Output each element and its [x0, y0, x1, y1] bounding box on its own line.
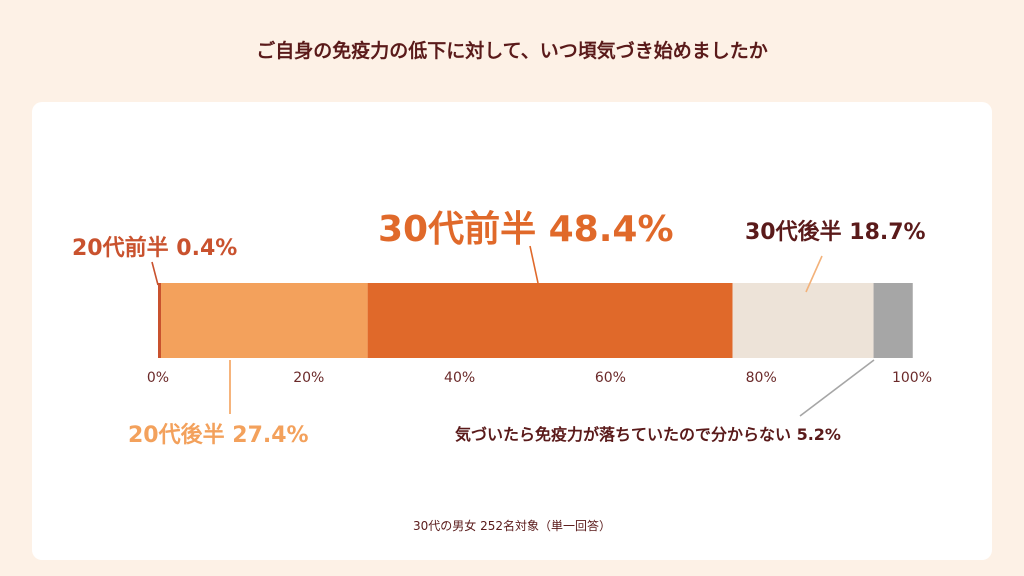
bar-segment-3 — [732, 283, 874, 358]
chart-title: ご自身の免疫力の低下に対して、いつ頃気づき始めましたか — [256, 40, 768, 62]
segment-label-3: 30代後半 18.7% — [745, 219, 926, 245]
leader-line-3 — [805, 255, 823, 293]
segment-label-0: 20代前半 0.4% — [72, 235, 237, 261]
tick-label: 80% — [746, 370, 777, 386]
segment-label-2: 30代前半 48.4% — [378, 209, 674, 250]
segment-label-1: 20代後半 27.4% — [128, 422, 309, 448]
tick-label: 20% — [293, 370, 324, 386]
tick-label: 100% — [892, 370, 932, 386]
bar-segment-1 — [161, 283, 368, 358]
tick-label: 60% — [595, 370, 626, 386]
leader-line-4 — [799, 359, 875, 417]
tick-label: 0% — [147, 370, 169, 386]
leader-line-0 — [151, 261, 159, 286]
bar-segment-4 — [873, 283, 913, 358]
bar-segment-0 — [158, 283, 162, 358]
tick-label: 40% — [444, 370, 475, 386]
segment-label-4: 気づいたら免疫力が落ちていたので分からない 5.2% — [455, 425, 841, 444]
leader-line-2 — [529, 245, 539, 284]
bar-segment-2 — [367, 283, 733, 358]
chart-note: 30代の男女 252名対象（単一回答） — [413, 519, 611, 533]
